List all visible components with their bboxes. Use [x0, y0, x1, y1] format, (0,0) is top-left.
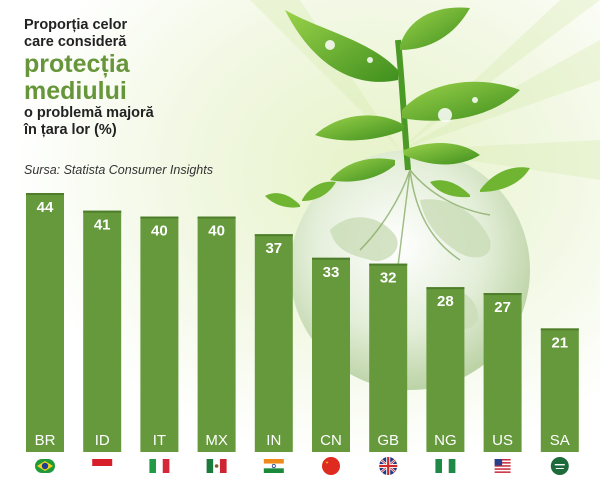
value-label: 40 [208, 223, 225, 240]
category-label: US [492, 432, 513, 449]
bar-mx [197, 216, 236, 452]
value-label: 21 [551, 334, 568, 351]
category-label: NG [434, 432, 457, 449]
india-flag-icon [263, 459, 284, 473]
saudi-flag-icon [550, 457, 569, 475]
title-line-3: protecția [24, 50, 130, 78]
category-label: IT [153, 432, 166, 449]
title-line-2: care consideră [24, 34, 127, 50]
bar-sa [540, 328, 579, 452]
source-note: Sursa: Statista Consumer Insights [24, 163, 213, 177]
value-label: 40 [151, 223, 168, 240]
value-label: 41 [94, 217, 111, 234]
bar-top-edge [540, 328, 579, 331]
category-label: IN [266, 432, 281, 449]
italy-flag-icon [149, 459, 170, 473]
uk-flag-icon [379, 457, 398, 475]
value-label: 27 [494, 299, 511, 316]
category-label: SA [550, 432, 570, 449]
category-label: BR [35, 432, 56, 449]
bar-top-edge [426, 287, 465, 290]
title-line-4: mediului [24, 77, 127, 105]
nigeria-flag-icon [435, 459, 456, 473]
value-label: 32 [380, 270, 397, 287]
bar-id [83, 210, 122, 452]
indonesia-flag-icon [92, 459, 113, 473]
bar-cn [312, 257, 350, 452]
title-line-5: o problemă majoră [24, 105, 154, 121]
value-label: 28 [437, 293, 454, 310]
bar-it [140, 216, 179, 452]
bar-top-edge [26, 193, 64, 195]
bar-ng [426, 287, 465, 452]
category-label: CN [320, 432, 342, 449]
category-label: ID [95, 432, 110, 449]
value-label: 33 [323, 264, 340, 281]
title-line-6: în țara lor (%) [24, 122, 117, 138]
value-label: 37 [265, 240, 282, 257]
bar-top-edge [369, 263, 408, 266]
bar-us [483, 293, 522, 452]
bar-top-edge [483, 293, 522, 296]
bar-top-edge [197, 216, 236, 219]
bar-top-edge [254, 234, 293, 237]
bar-top-edge [140, 216, 179, 219]
category-label: MX [205, 432, 228, 449]
value-label: 44 [37, 199, 54, 216]
usa-flag-icon [493, 457, 512, 475]
bar-in [254, 234, 293, 452]
brazil-flag-icon [35, 459, 55, 473]
bar-top-edge [83, 210, 122, 213]
category-label: GB [377, 432, 399, 449]
bar-gb [369, 263, 408, 452]
bar-br [26, 193, 64, 452]
title-line-1: Proporția celor [24, 17, 128, 33]
chart-title: Proporția celor care consideră protecția… [24, 17, 154, 139]
china-flag-icon [322, 457, 340, 475]
bar-top-edge [312, 257, 350, 260]
mexico-flag-icon [206, 459, 227, 473]
